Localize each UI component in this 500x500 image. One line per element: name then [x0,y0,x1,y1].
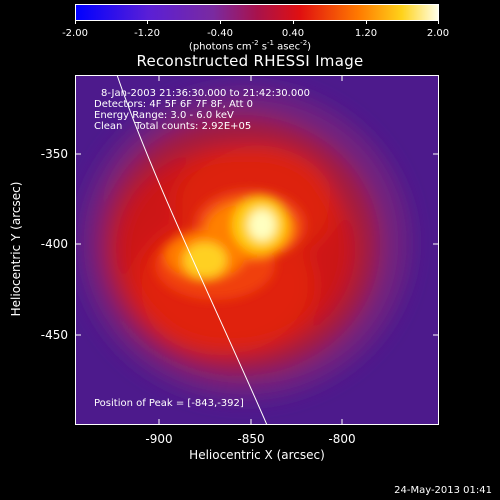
colorbar-tick: -2.00 [62,28,88,39]
y-axis-label: Heliocentric Y (arcsec) [9,181,23,317]
colorbar-tick: 0.40 [281,28,305,39]
time-range: 8-Jan-2003 21:36:30.000 to 21:42:30.000 [101,88,310,99]
timestamp: 24-May-2013 01:41 [394,485,492,496]
y-tick-label: -350 [40,147,68,161]
colorbar-units: (photons cm-2 s-1 asec-2) [188,39,312,53]
colorbar-tick: -1.20 [134,28,160,39]
x-axis-label: Heliocentric X (arcsec) [189,448,325,462]
rhessi-image [75,75,439,425]
colorbar-tick: 1.20 [354,28,378,39]
detectors-text: Detectors: 4F 5F 6F 7F 8F, Att 0 [94,99,254,110]
y-tick-label: -400 [40,237,68,251]
energy-range-text: Energy Range: 3.0 - 6.0 keV [94,110,234,121]
image-title: Reconstructed RHESSI Image [136,52,364,70]
x-tick-label: -800 [328,432,356,446]
total-counts-text: Clean Total counts: 2.92E+05 [94,121,252,132]
peak-position-text: Position of Peak = [-843,-392] [94,398,244,409]
colorbar-tick: -0.40 [207,28,233,39]
colorbar [75,4,439,21]
x-tick-label: -850 [237,432,265,446]
colorbar-tick: 2.00 [426,28,450,39]
x-tick-label: -900 [145,432,173,446]
y-tick-label: -450 [40,328,68,342]
